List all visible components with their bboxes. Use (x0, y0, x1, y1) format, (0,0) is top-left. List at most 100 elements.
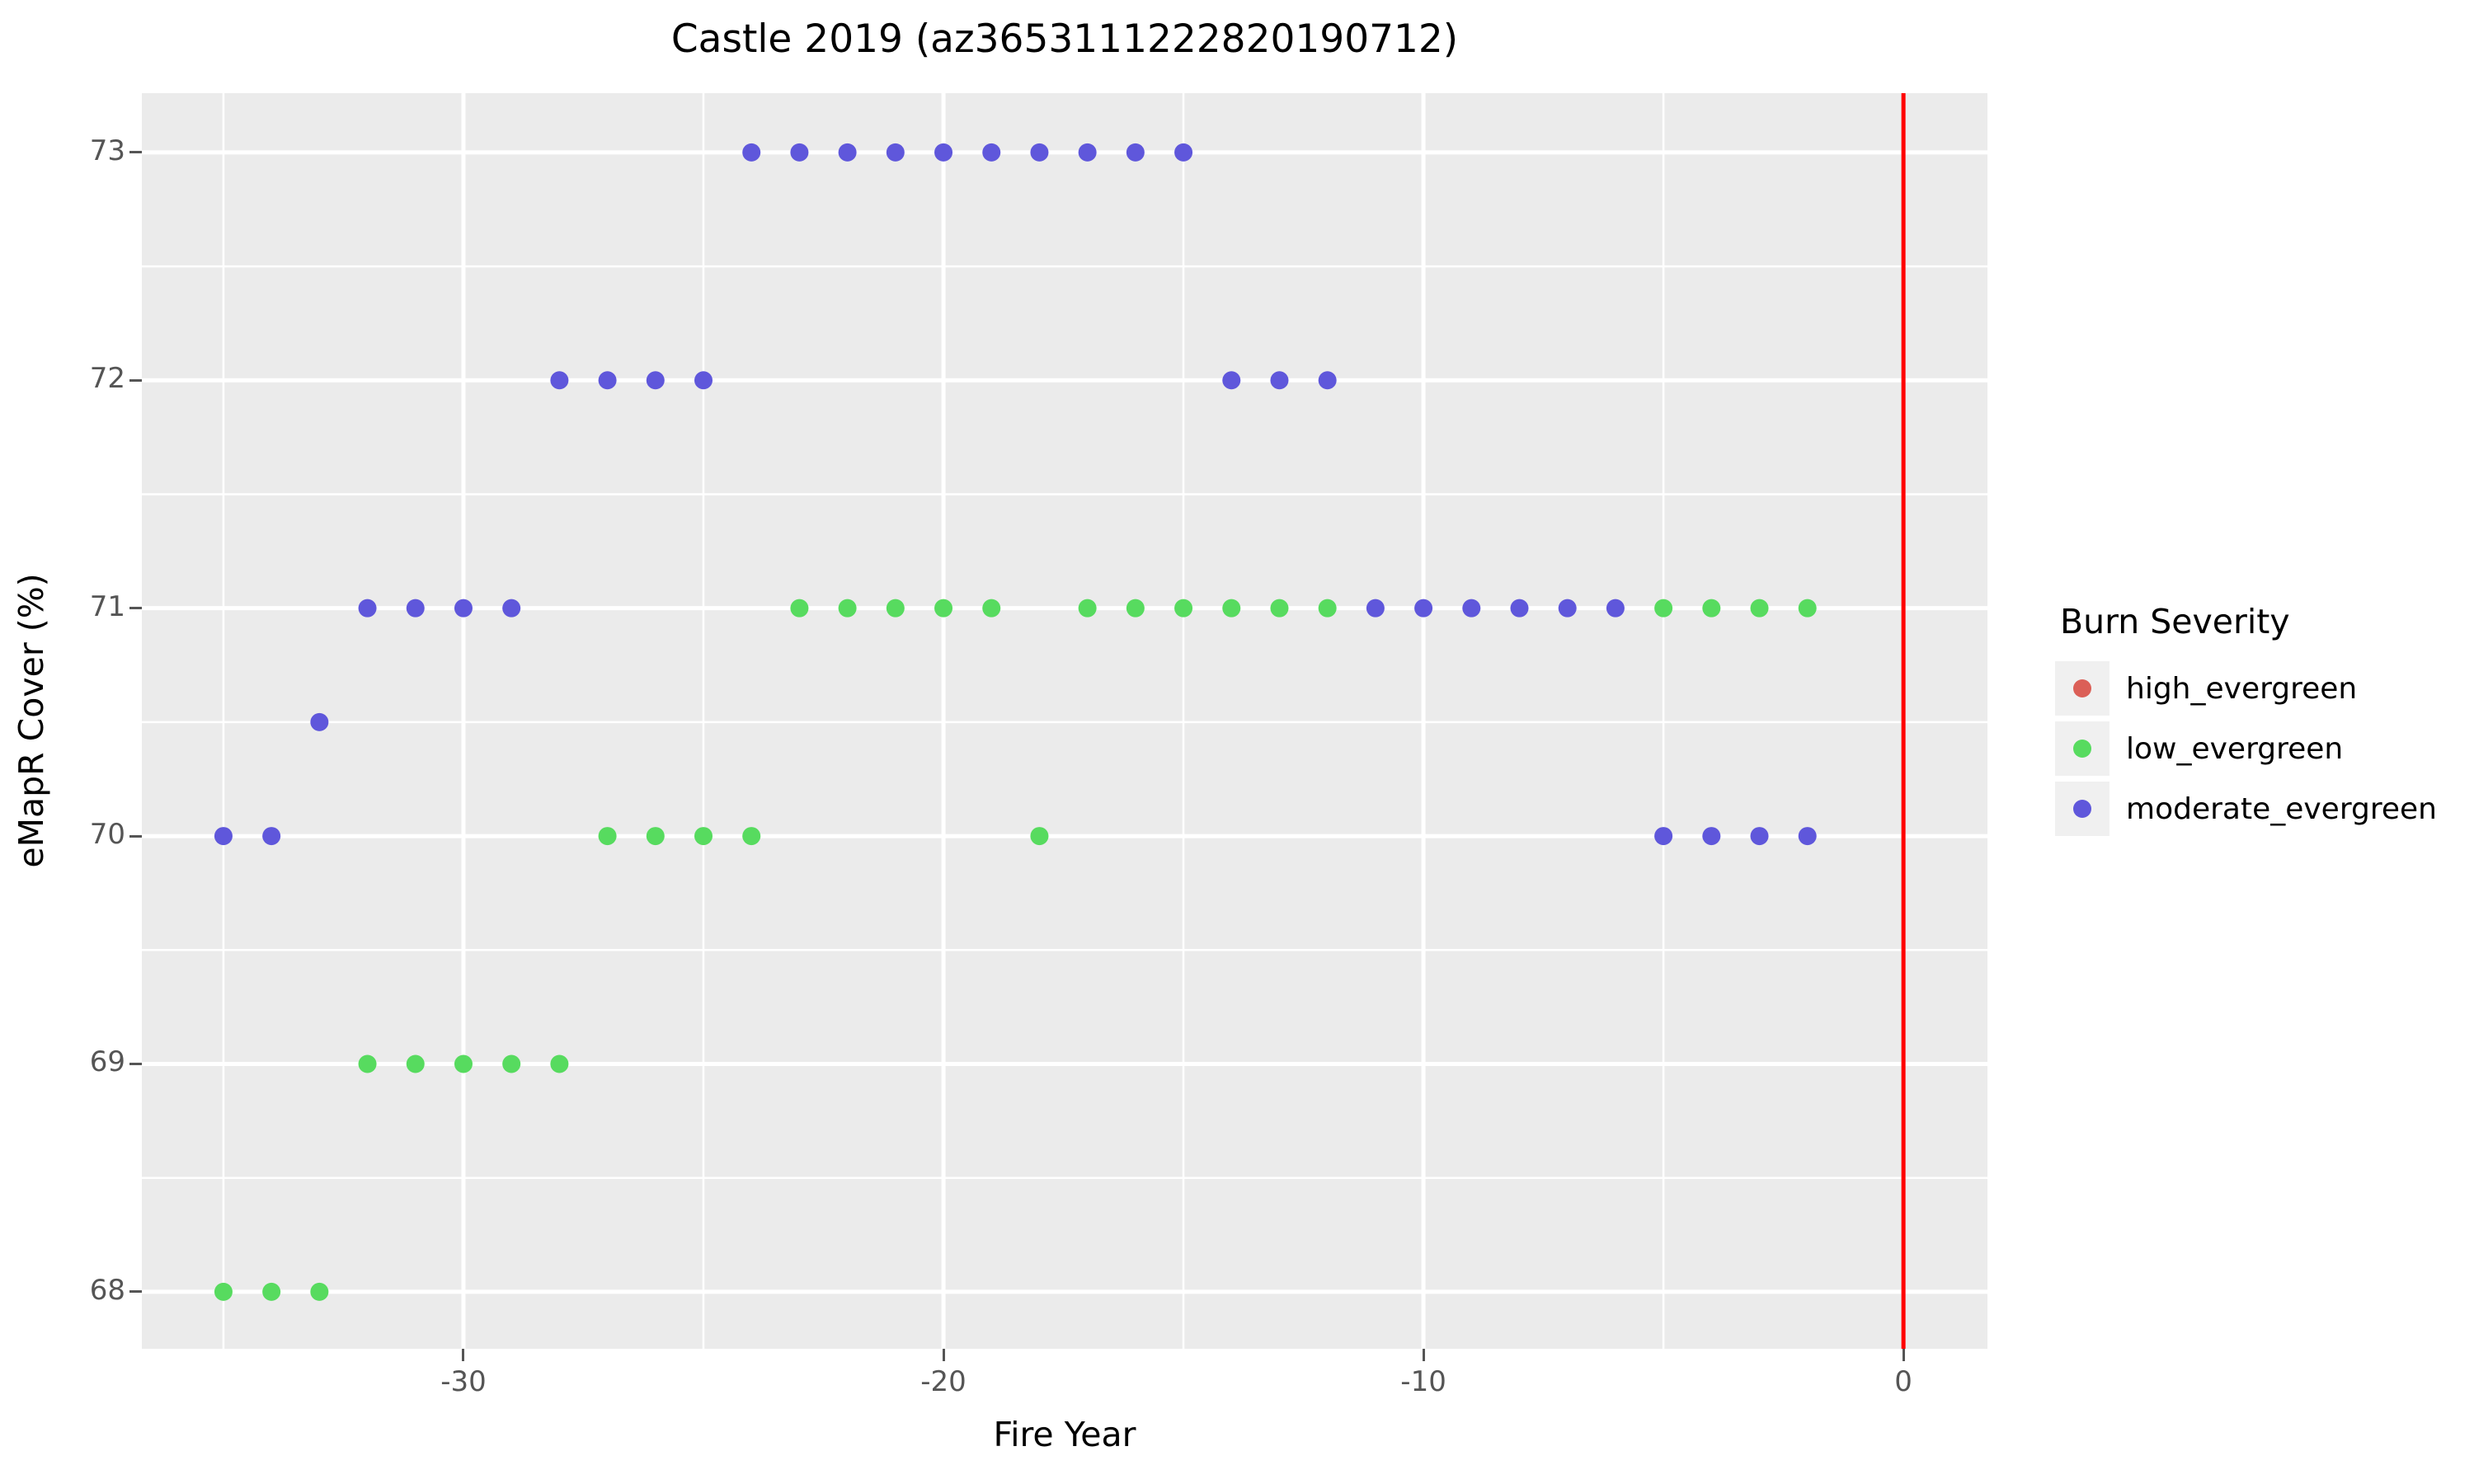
data-point-low_evergreen (742, 827, 761, 846)
x-tick-mark (462, 1349, 465, 1361)
chart-title: Castle 2019 (az3653111222820190712) (670, 16, 1459, 62)
data-point-low_evergreen (1702, 599, 1721, 618)
data-point-moderate_evergreen (1174, 143, 1193, 162)
plot-panel (142, 93, 1987, 1349)
data-point-moderate_evergreen (1558, 599, 1577, 618)
data-point-low_evergreen (1126, 599, 1145, 618)
y-tick-label: 70 (89, 818, 125, 852)
legend-key (2055, 721, 2109, 776)
data-point-low_evergreen (1654, 599, 1673, 618)
data-point-moderate_evergreen (262, 827, 281, 846)
legend-label: high_evergreen (2126, 671, 2358, 706)
data-point-low_evergreen (646, 827, 665, 846)
data-point-moderate_evergreen (1030, 143, 1049, 162)
data-point-low_evergreen (790, 599, 809, 618)
data-point-moderate_evergreen (1126, 143, 1145, 162)
legend-label: low_evergreen (2126, 731, 2344, 766)
data-point-moderate_evergreen (1462, 599, 1481, 618)
data-point-moderate_evergreen (502, 599, 521, 618)
data-point-moderate_evergreen (1318, 371, 1337, 390)
legend-key (2055, 661, 2109, 716)
data-point-low_evergreen (406, 1054, 425, 1073)
y-tick-label: 68 (89, 1273, 125, 1307)
data-point-moderate_evergreen (1702, 827, 1721, 846)
y-tick-mark (129, 834, 142, 838)
data-point-moderate_evergreen (742, 143, 761, 162)
data-point-low_evergreen (310, 1282, 329, 1301)
data-point-moderate_evergreen (214, 827, 233, 846)
data-point-low_evergreen (1222, 599, 1241, 618)
y-tick-mark (129, 151, 142, 154)
data-point-low_evergreen (598, 827, 617, 846)
x-tick-label: 0 (1894, 1365, 1912, 1398)
data-point-moderate_evergreen (1078, 143, 1097, 162)
x-tick-label: -20 (920, 1365, 967, 1398)
legend-swatch-icon (2073, 740, 2091, 758)
data-point-moderate_evergreen (694, 371, 713, 390)
x-axis-title: Fire Year (993, 1415, 1136, 1454)
y-tick-mark (129, 1290, 142, 1294)
legend-swatch-icon (2073, 679, 2091, 697)
x-tick-mark (1902, 1349, 1905, 1361)
data-point-low_evergreen (358, 1054, 377, 1073)
data-point-moderate_evergreen (1366, 599, 1385, 618)
legend-swatch-icon (2073, 800, 2091, 818)
data-point-low_evergreen (1750, 599, 1769, 618)
data-point-moderate_evergreen (838, 143, 857, 162)
y-axis-title: eMapR Cover (%) (12, 573, 51, 868)
data-point-low_evergreen (502, 1054, 521, 1073)
y-tick-label: 72 (89, 362, 125, 396)
data-point-moderate_evergreen (1750, 827, 1769, 846)
data-point-low_evergreen (454, 1054, 473, 1073)
data-point-low_evergreen (934, 599, 953, 618)
data-point-moderate_evergreen (1414, 599, 1433, 618)
x-tick-mark (942, 1349, 945, 1361)
data-point-low_evergreen (838, 599, 857, 618)
data-point-moderate_evergreen (1606, 599, 1625, 618)
x-tick-mark (1422, 1349, 1425, 1361)
y-tick-mark (129, 1062, 142, 1065)
legend-entry-high_evergreen: high_evergreen (2055, 661, 2451, 716)
data-point-low_evergreen (886, 599, 905, 618)
data-point-moderate_evergreen (1510, 599, 1529, 618)
data-point-moderate_evergreen (646, 371, 665, 390)
data-point-low_evergreen (1174, 599, 1193, 618)
legend-title: Burn Severity (2060, 602, 2290, 641)
data-point-low_evergreen (694, 827, 713, 846)
y-tick-mark (129, 607, 142, 610)
y-tick-label: 69 (89, 1045, 125, 1079)
data-point-moderate_evergreen (934, 143, 953, 162)
data-point-low_evergreen (214, 1282, 233, 1301)
data-point-moderate_evergreen (550, 371, 569, 390)
legend-key (2055, 782, 2109, 836)
legend-entry-low_evergreen: low_evergreen (2055, 721, 2451, 776)
data-point-low_evergreen (550, 1054, 569, 1073)
data-point-low_evergreen (1270, 599, 1289, 618)
data-point-moderate_evergreen (1654, 827, 1673, 846)
data-point-low_evergreen (1030, 827, 1049, 846)
x-tick-label: -10 (1400, 1365, 1446, 1398)
data-point-moderate_evergreen (1270, 371, 1289, 390)
data-point-low_evergreen (982, 599, 1001, 618)
y-tick-label: 73 (89, 134, 125, 167)
data-point-moderate_evergreen (1222, 371, 1241, 390)
data-point-moderate_evergreen (790, 143, 809, 162)
data-point-low_evergreen (262, 1282, 281, 1301)
legend-entries: high_evergreen low_evergreen moderate_ever… (2055, 661, 2451, 836)
data-point-moderate_evergreen (310, 712, 329, 731)
plot-canvas (142, 93, 1987, 1349)
data-point-moderate_evergreen (886, 143, 905, 162)
data-point-moderate_evergreen (454, 599, 473, 618)
data-point-low_evergreen (1318, 599, 1337, 618)
data-point-low_evergreen (1798, 599, 1817, 618)
data-point-low_evergreen (1078, 599, 1097, 618)
data-point-moderate_evergreen (406, 599, 425, 618)
legend-label: moderate_evergreen (2126, 791, 2437, 826)
y-tick-label: 71 (89, 589, 125, 623)
data-point-moderate_evergreen (982, 143, 1001, 162)
data-point-moderate_evergreen (358, 599, 377, 618)
x-tick-label: -30 (440, 1365, 487, 1398)
data-point-moderate_evergreen (598, 371, 617, 390)
y-tick-mark (129, 378, 142, 382)
